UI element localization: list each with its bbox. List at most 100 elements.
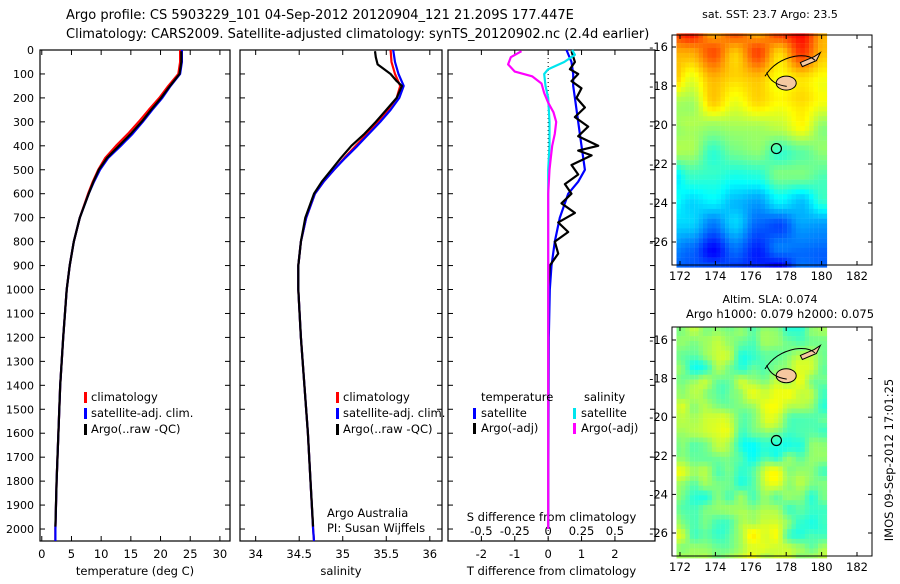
heatmap-cell <box>800 447 805 453</box>
heatmap-cell <box>698 121 704 127</box>
heatmap-cell <box>773 72 779 78</box>
heatmap-cell <box>716 389 721 395</box>
heatmap-cell <box>769 432 774 438</box>
heatmap-cell <box>720 165 726 171</box>
heatmap-cell <box>773 43 779 49</box>
heatmap-cell <box>804 456 810 462</box>
heatmap-cell <box>787 341 792 347</box>
heatmap-cell <box>773 233 779 239</box>
heatmap-cell <box>813 77 819 83</box>
heatmap-cell <box>800 72 805 78</box>
heatmap-cell <box>809 101 814 107</box>
heatmap-cell <box>685 427 690 433</box>
heatmap-cell <box>787 111 792 117</box>
heatmap-cell <box>822 408 828 414</box>
heatmap-cell <box>800 204 805 210</box>
heatmap-cell <box>769 252 774 258</box>
heatmap-cell <box>738 485 743 491</box>
heatmap-cell <box>804 169 810 175</box>
heatmap-cell <box>676 233 682 239</box>
heatmap-cell <box>707 130 712 136</box>
heatmap-cell <box>791 213 797 219</box>
heatmap-cell <box>765 447 770 453</box>
heatmap-cell <box>800 155 805 161</box>
heatmap-cell <box>716 243 721 249</box>
heatmap-cell <box>725 126 730 132</box>
heatmap-cell <box>703 194 708 200</box>
heatmap-cell <box>756 403 761 409</box>
heatmap-cell <box>809 403 814 409</box>
heatmap-cell <box>773 437 779 443</box>
heatmap-cell <box>742 233 748 239</box>
heatmap-cell <box>725 384 730 390</box>
heatmap-cell <box>773 538 779 544</box>
heatmap-cell <box>707 228 712 234</box>
heatmap-cell <box>809 243 814 249</box>
heatmap-cell <box>707 38 712 44</box>
heatmap-cell <box>791 403 797 409</box>
x-tick-label: 178 <box>775 269 797 283</box>
heatmap-cell <box>782 38 788 44</box>
heatmap-cell <box>818 43 823 49</box>
heatmap-cell <box>765 252 770 258</box>
heatmap-cell <box>698 355 704 361</box>
heatmap-cell <box>738 233 743 239</box>
heatmap-cell <box>751 38 757 44</box>
heatmap-cell <box>756 360 761 366</box>
heatmap-cell <box>707 403 712 409</box>
heatmap-cell <box>685 398 690 404</box>
heatmap-cell <box>756 252 761 258</box>
heatmap-cell <box>738 519 743 525</box>
heatmap-cell <box>800 91 805 97</box>
heatmap-cell <box>800 437 805 443</box>
heatmap-cell <box>765 456 770 462</box>
heatmap-cell <box>756 509 761 515</box>
heatmap-cell <box>760 495 766 501</box>
heatmap-cell <box>738 538 743 544</box>
heatmap-cell <box>782 238 788 244</box>
heatmap-cell <box>729 135 735 141</box>
heatmap-cell <box>676 379 682 385</box>
heatmap-cell <box>778 43 783 49</box>
heatmap-cell <box>747 111 752 117</box>
heatmap-cell <box>760 345 766 351</box>
heatmap-cell <box>795 355 801 361</box>
heatmap-cell <box>747 87 752 93</box>
heatmap-cell <box>676 96 682 102</box>
heatmap-cell <box>676 257 682 263</box>
heatmap-cell <box>795 534 801 540</box>
heatmap-cell <box>738 67 743 73</box>
heatmap-cell <box>756 238 761 244</box>
heatmap-cell <box>703 199 708 205</box>
heatmap-cell <box>711 238 717 244</box>
heatmap-cell <box>742 341 748 347</box>
heatmap-cell <box>703 135 708 141</box>
heatmap-cell <box>809 471 814 477</box>
heatmap-cell <box>698 374 704 380</box>
heatmap-cell <box>711 341 717 347</box>
heatmap-cell <box>822 543 828 549</box>
heatmap-cell <box>689 150 695 156</box>
heatmap-cell <box>680 243 686 249</box>
heatmap-cell <box>711 379 717 385</box>
heatmap-cell <box>773 106 779 112</box>
heatmap-cell <box>795 529 801 535</box>
heatmap-cell <box>747 91 752 97</box>
heatmap-cell <box>791 514 797 520</box>
heatmap-cell <box>778 101 783 107</box>
heatmap-cell <box>765 199 770 205</box>
heatmap-cell <box>822 403 828 409</box>
heatmap-cell <box>765 534 770 540</box>
heatmap-cell <box>680 519 686 525</box>
heatmap-cell <box>738 365 743 371</box>
y-tick-label: 500 <box>13 164 34 177</box>
heatmap-cell <box>795 194 801 200</box>
heatmap-cell <box>751 121 757 127</box>
heatmap-cell <box>787 413 792 419</box>
heatmap-cell <box>778 140 783 146</box>
heatmap-cell <box>795 524 801 530</box>
heatmap-cell <box>813 96 819 102</box>
heatmap-cell <box>716 121 721 127</box>
heatmap-cell <box>676 524 682 530</box>
heatmap-cell <box>747 403 752 409</box>
